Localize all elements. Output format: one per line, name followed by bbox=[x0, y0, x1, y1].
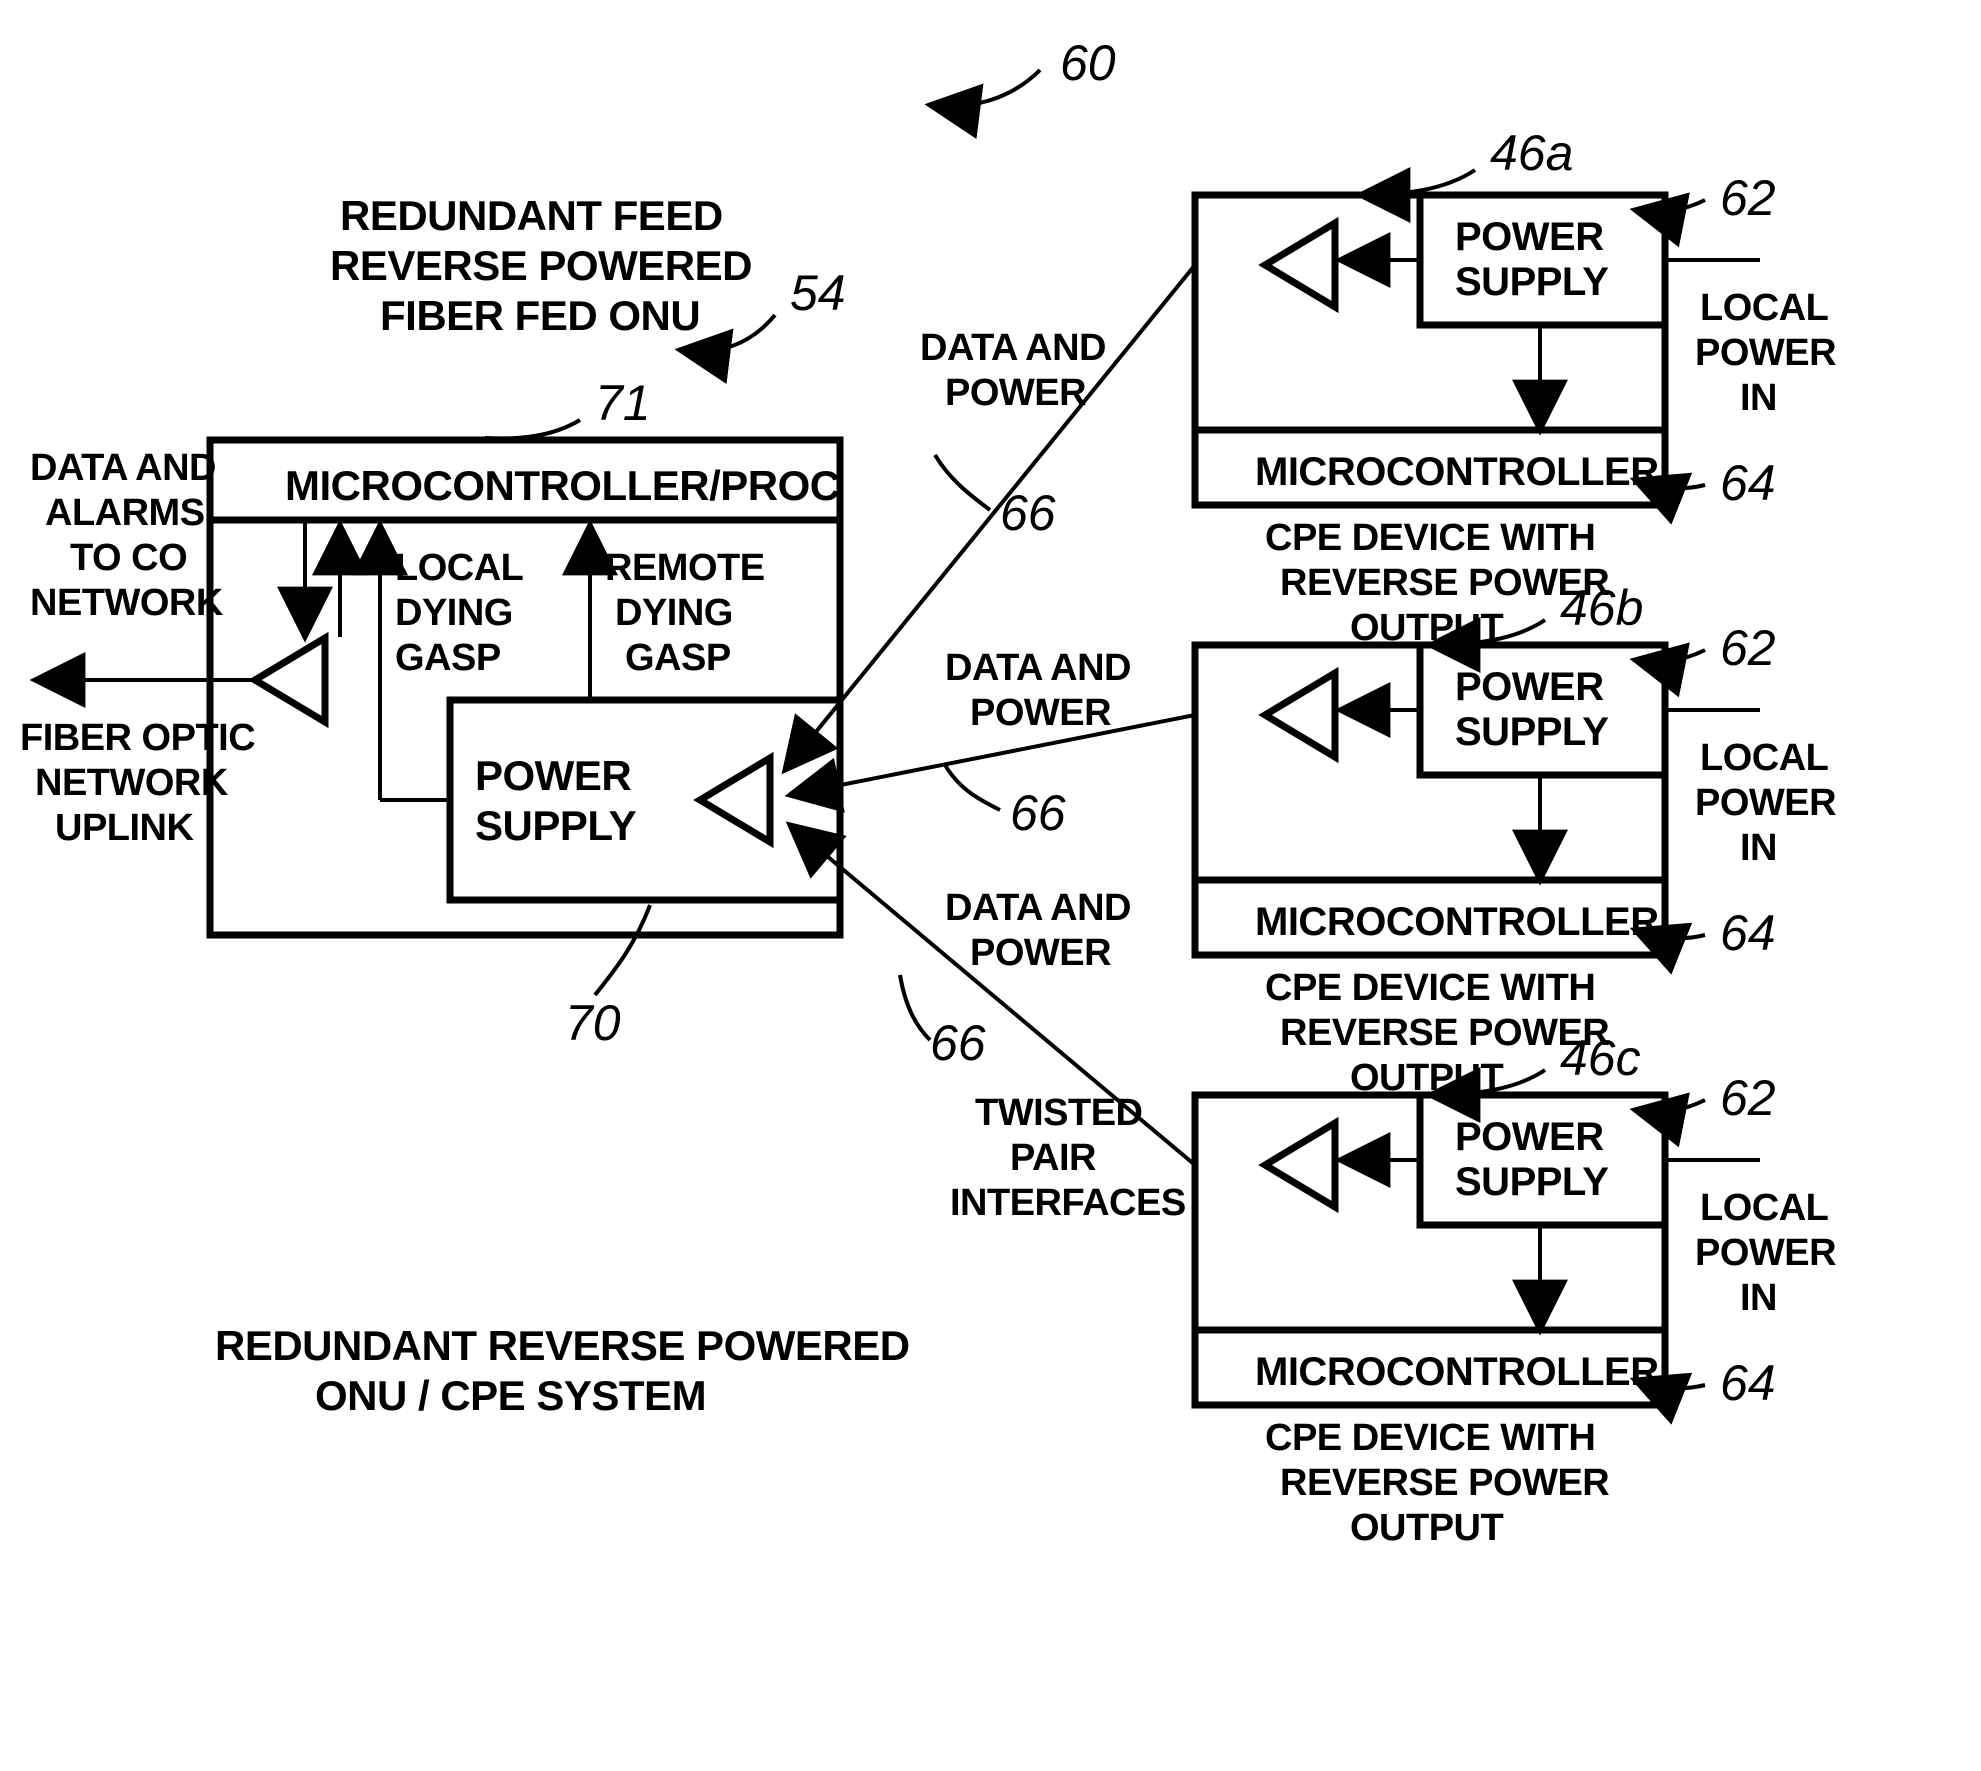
diagram-root: 60 REDUNDANT FEED REVERSE POWERED FIBER … bbox=[0, 0, 1981, 1771]
ref-62-a: 62 bbox=[1720, 170, 1776, 226]
link-label-b: DATA AND POWER bbox=[945, 647, 1131, 734]
svg-text:SUPPLY: SUPPLY bbox=[1455, 710, 1609, 754]
ref-60: 60 bbox=[1060, 35, 1116, 91]
onu-block: MICROCONTROLLER/PROC LOCAL DYING GASP RE… bbox=[210, 440, 840, 935]
ref-46c: 46c bbox=[1560, 1030, 1641, 1086]
cpe-block-c: POWER SUPPLY MICROCONTROLLER bbox=[1195, 1095, 1665, 1405]
svg-text:POWER: POWER bbox=[945, 372, 1086, 414]
svg-text:POWER: POWER bbox=[1695, 782, 1836, 824]
cpe-amp-icon bbox=[1265, 223, 1335, 307]
svg-text:MICROCONTROLLER: MICROCONTROLLER bbox=[1255, 1350, 1659, 1394]
svg-text:GASP: GASP bbox=[625, 637, 731, 679]
ref-70: 70 bbox=[565, 995, 621, 1051]
svg-text:MICROCONTROLLER: MICROCONTROLLER bbox=[1255, 900, 1659, 944]
cpe-amp-icon bbox=[1265, 1123, 1335, 1207]
svg-text:CPE DEVICE WITH: CPE DEVICE WITH bbox=[1265, 967, 1595, 1009]
svg-text:TO CO: TO CO bbox=[70, 537, 187, 579]
svg-text:LOCAL: LOCAL bbox=[1700, 1187, 1829, 1229]
ref-64-c: 64 bbox=[1720, 1355, 1776, 1411]
cpe-a-caption: CPE DEVICE WITH REVERSE POWER OUTPUT bbox=[1265, 517, 1609, 649]
svg-text:FIBER FED ONU: FIBER FED ONU bbox=[380, 292, 700, 339]
title-bottom: REDUNDANT REVERSE POWERED ONU / CPE SYST… bbox=[215, 1322, 910, 1419]
svg-text:DATA AND: DATA AND bbox=[945, 887, 1131, 929]
svg-text:INTERFACES: INTERFACES bbox=[950, 1182, 1186, 1224]
svg-text:DATA AND: DATA AND bbox=[945, 647, 1131, 689]
svg-text:SUPPLY: SUPPLY bbox=[475, 802, 637, 849]
onu-optical-amp-icon bbox=[255, 638, 325, 722]
svg-text:DATA AND: DATA AND bbox=[920, 327, 1106, 369]
ref-64-a: 64 bbox=[1720, 455, 1776, 511]
svg-text:POWER: POWER bbox=[475, 752, 631, 799]
ref-62-b: 62 bbox=[1720, 620, 1776, 676]
twisted-pair-label: TWISTED PAIR INTERFACES bbox=[950, 1092, 1186, 1224]
svg-text:LOCAL: LOCAL bbox=[395, 547, 524, 589]
svg-text:NETWORK: NETWORK bbox=[35, 762, 229, 804]
ref-46b: 46b bbox=[1560, 580, 1643, 636]
ref-66-c: 66 bbox=[930, 1015, 986, 1071]
svg-text:SUPPLY: SUPPLY bbox=[1455, 1160, 1609, 1204]
local-power-in-b: LOCAL POWER IN bbox=[1665, 710, 1836, 869]
onu-aggregator-amp-icon bbox=[700, 758, 770, 842]
ref-46a: 46a bbox=[1490, 125, 1573, 181]
svg-text:IN: IN bbox=[1740, 377, 1777, 419]
ref-62-c: 62 bbox=[1720, 1070, 1776, 1126]
cpe-block-b: POWER SUPPLY MICROCONTROLLER bbox=[1195, 645, 1665, 955]
local-power-in-a: LOCAL POWER IN bbox=[1665, 260, 1836, 419]
svg-text:POWER: POWER bbox=[1455, 215, 1604, 259]
leader-70 bbox=[595, 905, 650, 995]
svg-text:PAIR: PAIR bbox=[1010, 1137, 1096, 1179]
onu-mc-label: MICROCONTROLLER/PROC bbox=[285, 462, 840, 509]
svg-text:FIBER OPTIC: FIBER OPTIC bbox=[20, 717, 255, 759]
ref-66-b: 66 bbox=[1010, 785, 1066, 841]
svg-text:POWER: POWER bbox=[1695, 1232, 1836, 1274]
svg-text:IN: IN bbox=[1740, 827, 1777, 869]
svg-text:POWER: POWER bbox=[970, 932, 1111, 974]
svg-text:REMOTE: REMOTE bbox=[605, 547, 765, 589]
svg-text:REVERSE POWERED: REVERSE POWERED bbox=[330, 242, 752, 289]
ref-54: 54 bbox=[790, 265, 846, 321]
svg-text:LOCAL: LOCAL bbox=[1700, 287, 1829, 329]
leader-60 bbox=[930, 70, 1040, 106]
link-label-a: DATA AND POWER bbox=[920, 327, 1106, 414]
cpe-c-caption: CPE DEVICE WITH REVERSE POWER OUTPUT bbox=[1265, 1417, 1609, 1549]
svg-text:REVERSE POWER: REVERSE POWER bbox=[1280, 1462, 1609, 1504]
onu-left-labels: DATA AND ALARMS TO CO NETWORK FIBER OPTI… bbox=[20, 447, 255, 849]
svg-text:GASP: GASP bbox=[395, 637, 501, 679]
svg-text:REDUNDANT FEED: REDUNDANT FEED bbox=[340, 192, 723, 239]
title-top: REDUNDANT FEED REVERSE POWERED FIBER FED… bbox=[330, 192, 752, 339]
svg-text:POWER: POWER bbox=[1455, 665, 1604, 709]
cpe-b-caption: CPE DEVICE WITH REVERSE POWER OUTPUT bbox=[1265, 967, 1609, 1099]
svg-text:TWISTED: TWISTED bbox=[975, 1092, 1142, 1134]
local-power-in-c: LOCAL POWER IN bbox=[1665, 1160, 1836, 1319]
svg-text:DATA AND: DATA AND bbox=[30, 447, 216, 489]
ref-71: 71 bbox=[595, 375, 651, 431]
leader-71 bbox=[485, 420, 580, 438]
svg-text:IN: IN bbox=[1740, 1277, 1777, 1319]
ref-64-b: 64 bbox=[1720, 905, 1776, 961]
svg-text:OUTPUT: OUTPUT bbox=[1350, 1507, 1504, 1549]
svg-text:POWER: POWER bbox=[970, 692, 1111, 734]
svg-text:DYING: DYING bbox=[615, 592, 733, 634]
svg-text:NETWORK: NETWORK bbox=[30, 582, 224, 624]
svg-text:ALARMS: ALARMS bbox=[45, 492, 205, 534]
svg-text:POWER: POWER bbox=[1695, 332, 1836, 374]
svg-text:CPE DEVICE WITH: CPE DEVICE WITH bbox=[1265, 517, 1595, 559]
svg-text:MICROCONTROLLER: MICROCONTROLLER bbox=[1255, 450, 1659, 494]
cpe-amp-icon bbox=[1265, 673, 1335, 757]
svg-text:CPE DEVICE WITH: CPE DEVICE WITH bbox=[1265, 1417, 1595, 1459]
ref-66-a: 66 bbox=[1000, 485, 1056, 541]
svg-text:UPLINK: UPLINK bbox=[55, 807, 195, 849]
svg-text:LOCAL: LOCAL bbox=[1700, 737, 1829, 779]
link-label-c: DATA AND POWER bbox=[945, 887, 1131, 974]
svg-text:REDUNDANT REVERSE POWERED: REDUNDANT REVERSE POWERED bbox=[215, 1322, 910, 1369]
svg-text:POWER: POWER bbox=[1455, 1115, 1604, 1159]
svg-text:ONU / CPE SYSTEM: ONU / CPE SYSTEM bbox=[315, 1372, 706, 1419]
svg-text:DYING: DYING bbox=[395, 592, 513, 634]
svg-text:SUPPLY: SUPPLY bbox=[1455, 260, 1609, 304]
cpe-block-a: POWER SUPPLY MICROCONTROLLER bbox=[1195, 195, 1665, 505]
